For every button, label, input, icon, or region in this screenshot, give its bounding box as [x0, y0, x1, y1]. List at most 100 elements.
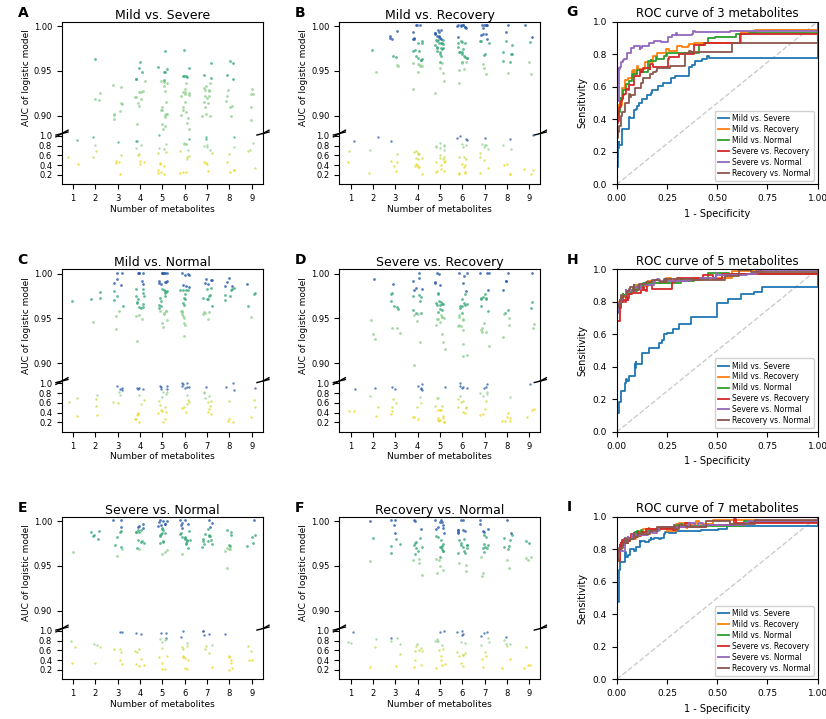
Point [435, 57, 449, 68]
Point [431, 636, 444, 647]
Point [131, 297, 144, 308]
Point [130, 142, 143, 154]
Point [113, 654, 126, 666]
Point [407, 514, 420, 526]
Severe vs. Normal [614, 300, 624, 308]
Recovery vs. Normal [613, 127, 623, 135]
Point [458, 52, 471, 63]
Point [157, 536, 170, 548]
Point [499, 638, 512, 650]
Recovery vs. Normal [629, 529, 639, 538]
Point [433, 63, 446, 74]
Mild vs. Severe [630, 358, 640, 367]
Mild vs. Severe [723, 296, 733, 304]
Severe vs. Normal [616, 58, 626, 66]
Mild vs. Recovery [631, 280, 641, 289]
Mild vs. Severe [632, 101, 642, 110]
Recovery vs. Normal [612, 428, 622, 436]
Mild vs. Recovery [727, 267, 737, 275]
Severe vs. Recovery [616, 97, 626, 106]
Point [430, 635, 444, 646]
Point [429, 276, 442, 288]
Mild vs. Normal [628, 533, 638, 542]
Point [431, 34, 444, 45]
Point [476, 542, 489, 554]
Point [437, 139, 450, 151]
Point [181, 382, 194, 393]
Point [501, 411, 514, 423]
Point [500, 35, 513, 47]
Text: B: B [295, 6, 306, 20]
Point [131, 542, 144, 554]
Mild vs. Severe [635, 538, 645, 546]
Mild vs. Severe [647, 86, 657, 95]
Point [244, 114, 257, 126]
Point [435, 298, 449, 310]
Mild vs. Severe [613, 147, 623, 156]
Point [131, 97, 145, 109]
Point [129, 91, 142, 102]
Mild vs. Severe [612, 675, 622, 684]
Mild vs. Normal [653, 55, 662, 64]
Point [452, 534, 465, 546]
Point [131, 383, 145, 395]
Point [176, 626, 189, 637]
Severe vs. Normal [615, 63, 625, 71]
Point [385, 288, 398, 300]
Point [525, 551, 538, 563]
Point [477, 382, 491, 393]
Point [137, 290, 150, 302]
Point [249, 383, 262, 394]
Point [109, 539, 122, 551]
Point [520, 536, 533, 547]
Point [436, 312, 449, 324]
Mild vs. Normal [704, 269, 714, 278]
Point [503, 168, 516, 180]
Mild vs. Severe [612, 180, 622, 188]
Point [156, 636, 169, 647]
Point [198, 85, 211, 96]
Point [526, 129, 539, 141]
Mild vs. Recovery [616, 295, 626, 303]
Point [518, 163, 531, 175]
Point [496, 46, 510, 58]
Point [407, 309, 420, 321]
Point [248, 529, 261, 541]
X-axis label: Number of metabolites: Number of metabolites [387, 700, 492, 708]
Point [159, 276, 173, 288]
Point [502, 541, 515, 552]
Point [90, 145, 103, 157]
Point [434, 516, 447, 528]
Mild vs. Severe [612, 418, 622, 426]
Point [409, 537, 422, 549]
Mild vs. Recovery [628, 530, 638, 539]
Recovery vs. Normal [624, 90, 634, 99]
Mild vs. Normal [676, 275, 686, 284]
Point [247, 514, 260, 526]
Point [90, 389, 103, 400]
Point [107, 396, 120, 408]
Point [429, 29, 442, 40]
Point [453, 302, 466, 313]
Point [430, 393, 444, 404]
Mild vs. Normal [615, 546, 624, 554]
Point [478, 288, 491, 300]
Point [202, 97, 215, 109]
Point [116, 544, 129, 555]
Point [180, 166, 193, 178]
Point [407, 661, 420, 672]
Point [227, 165, 240, 176]
Mild vs. Normal [612, 675, 622, 684]
Point [482, 267, 496, 278]
Point [453, 131, 467, 142]
Severe vs. Recovery [633, 528, 643, 536]
Point [455, 36, 468, 47]
Point [110, 323, 123, 334]
Point [436, 42, 449, 54]
Point [137, 278, 150, 290]
Point [520, 552, 533, 564]
Point [408, 161, 421, 173]
Point [197, 626, 210, 637]
Point [415, 283, 429, 294]
Point [409, 50, 422, 62]
